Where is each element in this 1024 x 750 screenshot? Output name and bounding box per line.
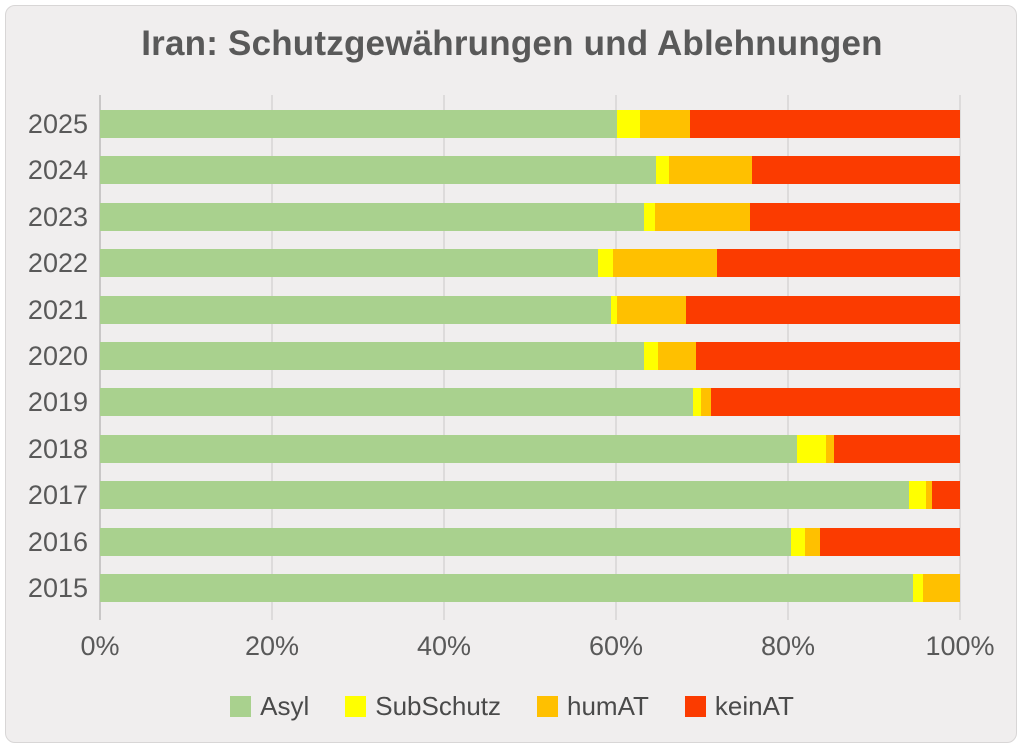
legend-label: SubSchutz xyxy=(375,691,501,721)
bar-segment-subschutz xyxy=(797,434,826,463)
x-tick-label: 60% xyxy=(588,631,644,661)
legend-swatch-asyl xyxy=(230,696,252,717)
x-tick-label: 20% xyxy=(244,631,300,661)
bar-segment-humat xyxy=(923,574,960,602)
x-tick-label: 40% xyxy=(416,631,472,661)
bar-segment-subschutz xyxy=(912,574,923,602)
bar-segment-subschutz xyxy=(909,481,927,510)
y-axis-label: 2015 xyxy=(27,573,88,603)
bar-segment-subschutz xyxy=(656,156,670,185)
bar-segment-humat xyxy=(669,156,752,185)
legend-item-keinat: keinAT xyxy=(684,691,794,722)
bar-segment-asyl xyxy=(100,110,617,138)
bar-segment-asyl xyxy=(100,574,913,602)
bar-segment-keinat xyxy=(711,388,960,417)
legend-item-asyl: Asyl xyxy=(230,691,309,722)
y-axis-label: 2021 xyxy=(27,294,88,325)
bar-segment-humat xyxy=(926,481,933,510)
x-tick-label: 100% xyxy=(925,631,995,661)
gridline-100% xyxy=(959,95,961,620)
bar-segment-keinat xyxy=(751,156,960,185)
legend-label: keinAT xyxy=(714,691,794,721)
legend-swatch-subschutz xyxy=(345,696,367,717)
bar-segment-humat xyxy=(805,527,820,556)
bar-segment-subschutz xyxy=(597,249,614,278)
bar-row-2024 xyxy=(100,156,960,185)
legend-swatch-keinat xyxy=(684,696,706,717)
bar-segment-subschutz xyxy=(643,342,659,370)
bar-segment-asyl xyxy=(100,295,611,324)
bar-segment-keinat xyxy=(932,481,960,510)
bar-segment-keinat xyxy=(833,434,960,463)
bar-segment-asyl xyxy=(100,527,792,556)
y-axis-label: 2016 xyxy=(27,526,88,557)
bar-segment-asyl xyxy=(100,249,598,278)
bar-row-2022 xyxy=(100,249,960,278)
bar-segment-subschutz xyxy=(610,295,617,324)
chart-title: Iran: Schutzgewährungen und Ablehnungen xyxy=(141,24,883,63)
bar-segment-humat xyxy=(825,434,834,463)
bar-segment-keinat xyxy=(685,295,960,324)
y-axis-label: 2017 xyxy=(27,480,88,511)
bar-row-2017 xyxy=(100,481,960,510)
bar-row-2016 xyxy=(100,527,960,556)
legend-label: humAT xyxy=(567,691,649,721)
bar-row-2018 xyxy=(100,434,960,463)
bar-row-2023 xyxy=(100,202,960,231)
bar-segment-humat xyxy=(654,202,751,231)
bar-segment-asyl xyxy=(100,434,798,463)
bar-segment-humat xyxy=(616,295,686,324)
legend: Asyl SubSchutz humAT keinAT xyxy=(0,691,1024,722)
y-axis-label: 2020 xyxy=(27,341,88,371)
x-tick-label: 0% xyxy=(80,631,120,661)
bar-segment-asyl xyxy=(100,342,644,370)
bar-segment-keinat xyxy=(716,249,960,278)
bar-segment-humat xyxy=(613,249,717,278)
bar-row-2025 xyxy=(100,110,960,138)
bar-segment-keinat xyxy=(819,527,960,556)
bar-segment-subschutz xyxy=(616,110,641,138)
bar-row-2020 xyxy=(100,342,960,370)
y-axis-label: 2022 xyxy=(27,248,88,279)
legend-swatch-humat xyxy=(537,696,558,717)
bar-segment-keinat xyxy=(695,342,960,370)
y-axis-label: 2018 xyxy=(27,433,88,464)
bar-row-2015 xyxy=(100,574,960,602)
bar-segment-humat xyxy=(658,342,696,370)
y-axis-label: 2024 xyxy=(27,155,88,186)
bar-segment-asyl xyxy=(100,202,644,231)
bar-segment-subschutz xyxy=(643,202,655,231)
bar-row-2021 xyxy=(100,295,960,324)
bar-segment-humat xyxy=(640,110,690,138)
legend-item-subschutz: SubSchutz xyxy=(345,691,501,722)
bar-segment-keinat xyxy=(689,110,960,138)
x-tick-label: 80% xyxy=(760,631,816,661)
y-axis-label: 2025 xyxy=(27,109,88,139)
bar-segment-subschutz xyxy=(693,388,702,417)
y-axis-label: 2023 xyxy=(27,201,88,232)
bar-segment-asyl xyxy=(100,388,694,417)
bar-segment-subschutz xyxy=(791,527,806,556)
legend-label: Asyl xyxy=(260,691,310,721)
bar-segment-asyl xyxy=(100,481,910,510)
bar-segment-humat xyxy=(701,388,712,417)
bar-segment-keinat xyxy=(750,202,960,231)
bar-row-2019 xyxy=(100,388,960,417)
y-axis-label: 2019 xyxy=(27,387,88,418)
bar-segment-asyl xyxy=(100,156,657,185)
legend-item-humat: humAT xyxy=(537,691,649,722)
